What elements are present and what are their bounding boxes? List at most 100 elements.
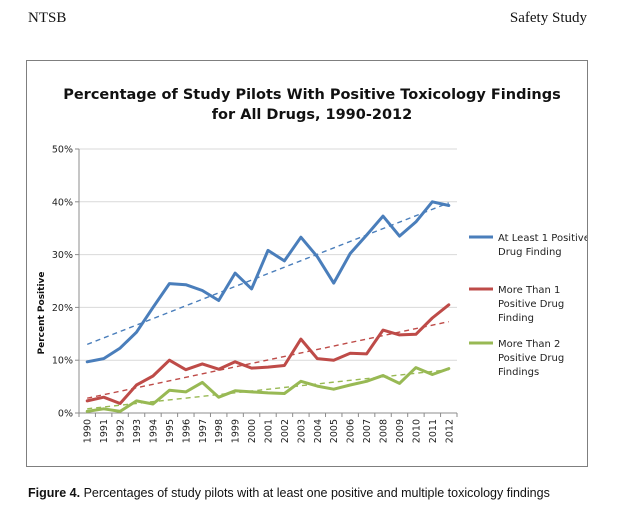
data-point (300, 338, 302, 340)
data-point (431, 317, 434, 319)
legend-label: Drug Finding (498, 247, 562, 258)
x-tick-label: 1996 (181, 419, 192, 443)
data-point (217, 368, 220, 370)
x-tick-label: 2004 (313, 419, 324, 443)
y-tick-label: 0% (58, 409, 73, 420)
header-right-text: Safety Study (509, 10, 587, 26)
data-point (300, 380, 302, 383)
data-point (332, 388, 335, 391)
trend-lines (86, 202, 450, 410)
chart-title-line-1: Percentage of Study Pilots With Positive… (63, 87, 561, 103)
legend-label: More Than 1 (498, 285, 560, 296)
data-point (398, 334, 401, 336)
data-point (332, 359, 335, 362)
x-tick-label: 2010 (411, 419, 422, 443)
data-point (119, 402, 121, 405)
data-point (349, 252, 351, 255)
x-tick-label: 1995 (165, 419, 176, 443)
y-tick-label: 30% (52, 250, 73, 261)
x-tick-label: 2003 (296, 419, 307, 443)
data-point (283, 364, 286, 367)
caption-text: Percentages of study pilots with at leas… (83, 486, 550, 500)
data-point (316, 385, 319, 387)
data-point (250, 391, 253, 393)
data-point (447, 303, 450, 306)
gridlines (79, 148, 457, 361)
data-point (201, 363, 204, 365)
data-point (102, 407, 105, 410)
data-point (382, 329, 384, 331)
x-tick-label: 2008 (379, 419, 390, 443)
data-point (234, 360, 236, 363)
trend-line (87, 369, 449, 410)
data-point (86, 360, 89, 363)
y-tick-label: 20% (52, 303, 73, 314)
x-tick-label: 1999 (231, 419, 242, 443)
series-lines (85, 200, 451, 413)
x-tick-label: 2005 (329, 419, 340, 443)
data-point (415, 333, 417, 336)
data-point (250, 367, 253, 369)
data-point (152, 375, 154, 377)
x-tick-label: 1997 (198, 419, 209, 443)
data-point (185, 391, 187, 393)
data-point (382, 374, 384, 377)
data-point (267, 366, 269, 368)
x-tick-label: 1992 (116, 419, 127, 443)
x-tick-label: 1998 (214, 419, 225, 443)
data-point (267, 392, 269, 394)
legend: At Least 1 Positive Drug Finding More Than… (469, 233, 587, 378)
data-point (201, 289, 204, 292)
data-point (86, 410, 89, 413)
data-point (283, 392, 286, 395)
x-tick-label: 2012 (444, 419, 455, 443)
header-left-text: NTSB (28, 10, 67, 26)
data-point (217, 396, 220, 398)
data-point (349, 352, 351, 355)
data-point (201, 381, 204, 384)
data-point (135, 331, 138, 334)
data-point (86, 400, 89, 402)
data-point (398, 235, 401, 237)
x-tick-label: 1993 (132, 419, 143, 443)
data-point (382, 215, 384, 217)
trend-line (86, 202, 450, 346)
data-point (447, 367, 450, 370)
data-point (283, 260, 286, 262)
data-point (447, 204, 450, 207)
x-tick-label: 1990 (83, 419, 94, 443)
data-point (349, 384, 351, 386)
legend-label: Positive Drug (498, 353, 564, 364)
y-tick-label: 50% (52, 145, 73, 156)
legend-label: Findings (498, 367, 539, 378)
x-tick-label: 2002 (280, 419, 291, 443)
data-point (168, 359, 171, 362)
figure-caption: Figure 4. Percentages of study pilots wi… (28, 486, 550, 500)
data-point (119, 410, 121, 413)
data-point (316, 357, 319, 360)
series-line (85, 200, 451, 364)
data-point (365, 234, 368, 236)
x-tick-label: 2009 (395, 419, 406, 443)
trend-line (87, 320, 449, 399)
data-point (217, 299, 220, 302)
data-point (365, 353, 368, 355)
data-point (415, 366, 417, 369)
data-point (152, 403, 154, 405)
data-point (135, 400, 138, 402)
data-point (168, 282, 171, 285)
data-point (267, 249, 269, 252)
y-tick-labels: 0% 10% 20% 30% 40% 50% (52, 145, 73, 420)
caption-label: Figure 4. (28, 486, 81, 500)
data-point (168, 389, 171, 392)
x-tick-label: 2006 (346, 419, 357, 443)
data-point (300, 236, 302, 238)
data-point (415, 221, 417, 223)
data-point (152, 306, 154, 309)
data-point (431, 373, 434, 376)
x-tick-label: 1994 (148, 419, 159, 443)
x-tick-label: 2007 (362, 419, 373, 443)
data-point (185, 283, 187, 286)
data-point (135, 384, 138, 386)
data-point (234, 272, 236, 274)
